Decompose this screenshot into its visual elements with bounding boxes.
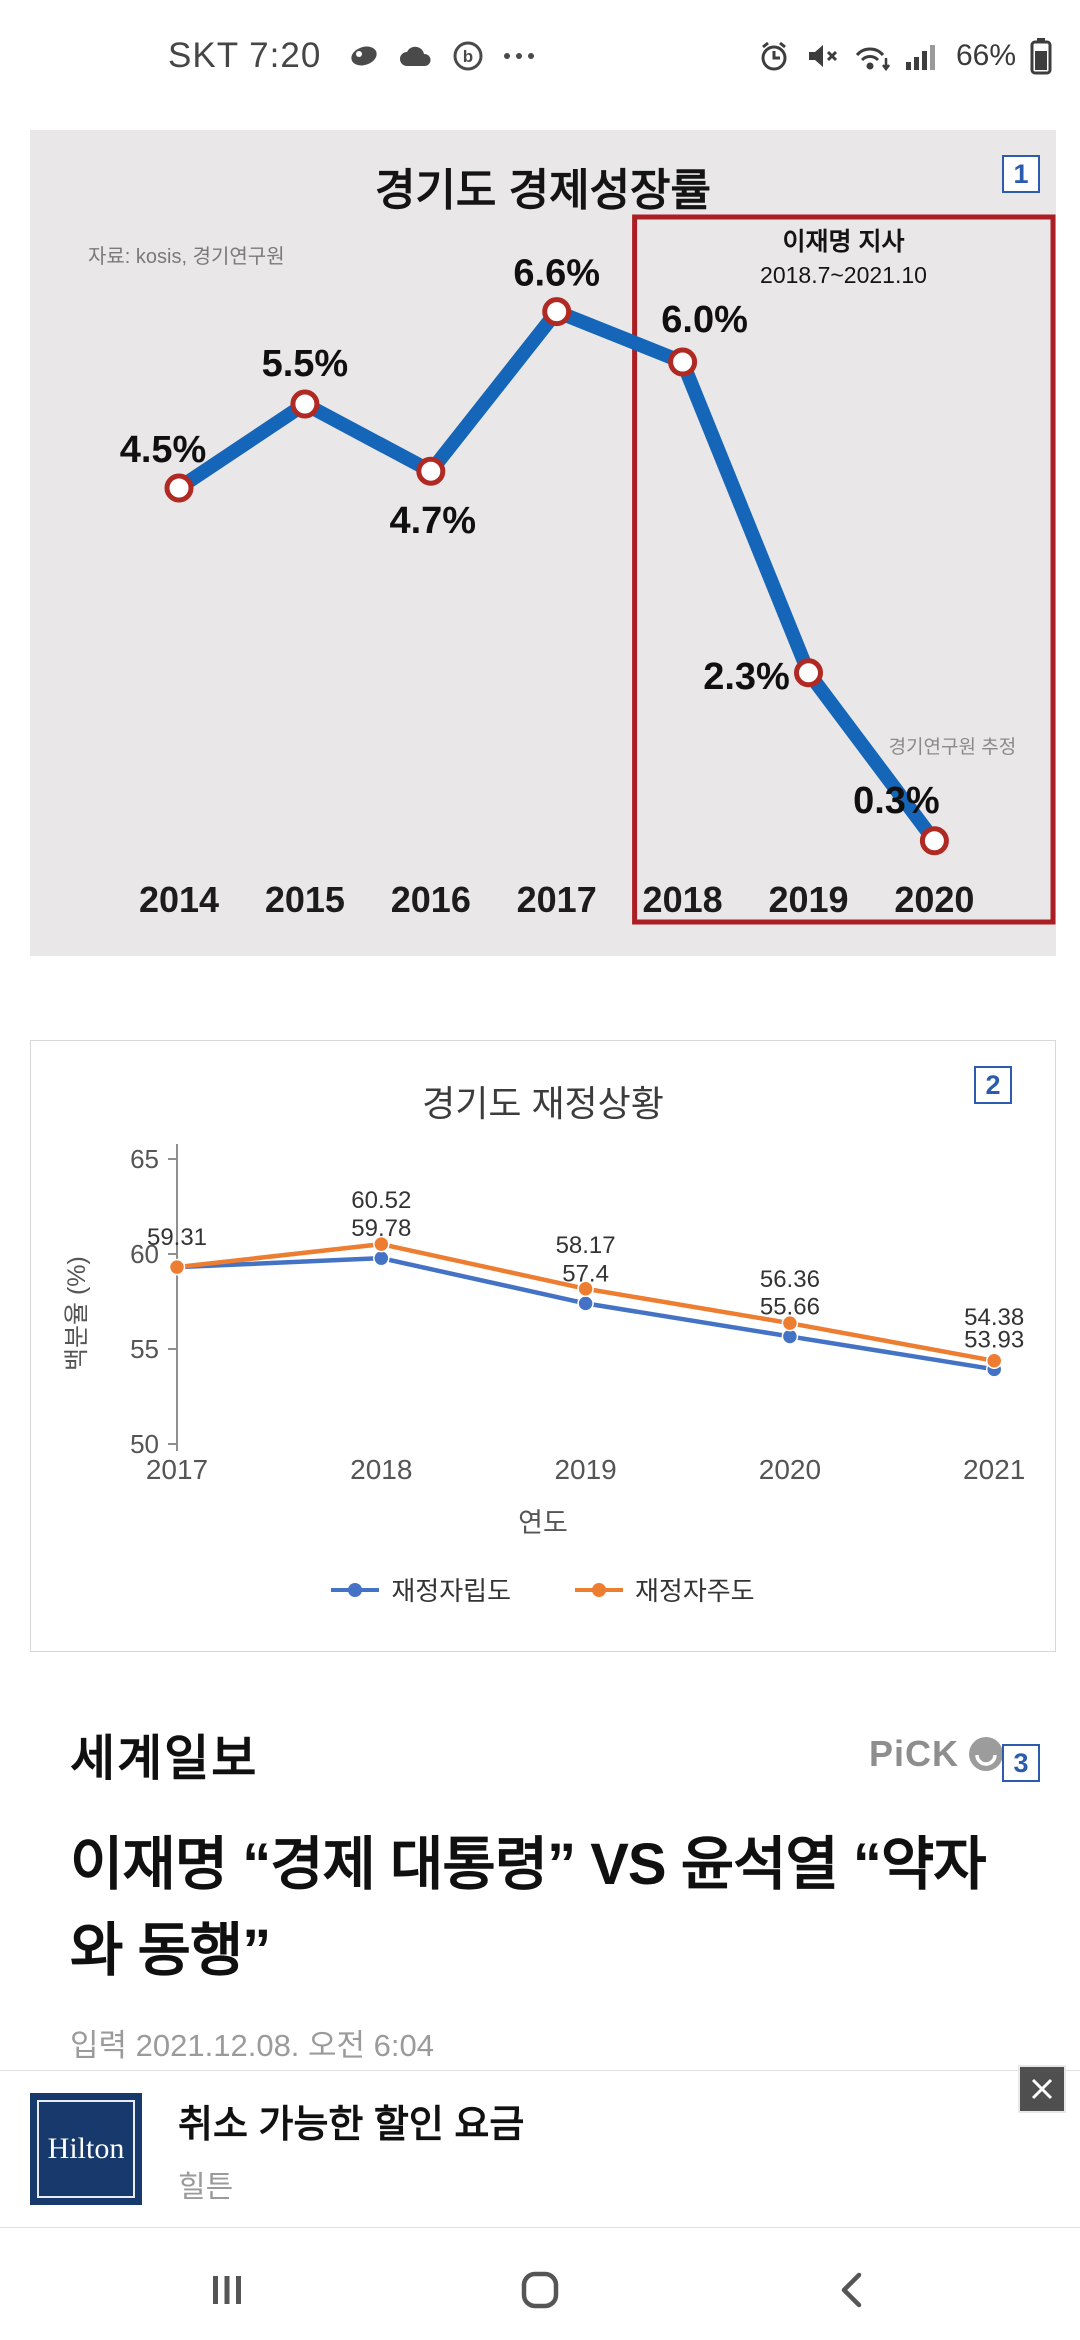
ad-banner[interactable]: Hilton 취소 가능한 할인 요금 힐튼 — [0, 2065, 1080, 2228]
svg-text:60: 60 — [130, 1239, 159, 1269]
svg-text:2017: 2017 — [146, 1454, 208, 1485]
signal-icon — [905, 45, 935, 70]
status-bar: SKT 7:20 b 66% — [0, 0, 1080, 112]
governor-term-label: 이재명 지사 2018.7~2021.10 — [634, 222, 1053, 289]
svg-text:59.31: 59.31 — [147, 1224, 207, 1251]
carrier-time-label: SKT 7:20 — [168, 36, 322, 75]
badge-icon — [351, 46, 377, 66]
svg-text:65: 65 — [130, 1144, 159, 1174]
svg-text:56.36: 56.36 — [760, 1266, 820, 1293]
svg-text:4.5%: 4.5% — [120, 429, 207, 471]
recents-button[interactable] — [205, 2268, 249, 2312]
annotation-badge-2: 2 — [974, 1066, 1012, 1104]
svg-text:6.0%: 6.0% — [661, 299, 748, 341]
svg-text:2020: 2020 — [759, 1454, 821, 1485]
growth-chart-title: 경기도 경제성장률 — [374, 166, 712, 215]
svg-text:55: 55 — [130, 1334, 159, 1364]
svg-text:53.93: 53.93 — [964, 1326, 1024, 1353]
svg-text:2014: 2014 — [139, 879, 219, 920]
annotation-badge-3: 3 — [1002, 1744, 1040, 1782]
close-icon — [1031, 2078, 1053, 2100]
svg-text:2021: 2021 — [963, 1454, 1025, 1485]
wifi-icon — [855, 47, 890, 72]
recents-icon — [213, 2276, 241, 2304]
svg-text:2018: 2018 — [350, 1454, 412, 1485]
system-status-icons: 66% — [756, 36, 1054, 76]
svg-text:4.7%: 4.7% — [389, 500, 476, 542]
alarm-icon — [761, 41, 787, 71]
ad-advertiser: 힐튼 — [178, 2170, 234, 2204]
svg-text:2017: 2017 — [517, 879, 597, 920]
fiscal-chart: 50 55 60 65 59.31 59.78 57.4 55.66 53.93 60.52 58.… — [30, 1040, 1056, 1652]
svg-text:54.38: 54.38 — [964, 1304, 1024, 1331]
svg-text:경기연구원 추정: 경기연구원 추정 — [889, 736, 1017, 758]
legend-label: 재정자립도 — [391, 1576, 511, 1606]
legend-label: 재정자주도 — [635, 1576, 755, 1606]
battery-percent-label: 66% — [955, 39, 1016, 72]
hilton-logo-text: Hilton — [47, 2132, 125, 2165]
cloud-icon — [400, 46, 431, 66]
back-button[interactable] — [831, 2268, 875, 2312]
svg-text:2018: 2018 — [643, 879, 723, 920]
svg-text:2020: 2020 — [894, 879, 974, 920]
article-headline[interactable]: 이재명 “경제 대통령” VS 윤석열 “약자와 동행” — [70, 1832, 987, 1983]
ad-title[interactable]: 취소 가능한 할인 요금 — [178, 2103, 525, 2146]
svg-text:b: b — [463, 47, 473, 66]
pick-logo-icon — [969, 1737, 1003, 1771]
close-ad-button[interactable] — [1018, 2065, 1066, 2113]
fiscal-chart-legend: 재정자립도 재정자주도 — [31, 1571, 1055, 1608]
back-icon — [841, 2272, 862, 2308]
home-button[interactable] — [518, 2268, 562, 2312]
ad-text: 취소 가능한 할인 요금 힐튼 — [178, 2093, 524, 2206]
governor-term-dates: 2018.7~2021.10 — [760, 262, 927, 288]
circle-b-icon: b — [453, 41, 483, 71]
fiscal-chart-ylabel: 백분율 (%) — [63, 1256, 91, 1371]
svg-text:2015: 2015 — [265, 879, 345, 920]
svg-text:2019: 2019 — [554, 1454, 616, 1485]
pick-label: PiCK — [868, 1733, 959, 1774]
growth-chart: 4.5% 5.5% 4.7% 6.6% 6.0% 2.3% 0.3% 2014 2015 2016… — [30, 130, 1056, 956]
svg-text:6.6%: 6.6% — [513, 253, 600, 295]
publisher-logo[interactable]: 세계일보 — [70, 1731, 259, 1786]
legend-item-jajudo: 재정자주도 — [575, 1571, 755, 1608]
svg-text:0.3%: 0.3% — [853, 780, 940, 822]
svg-text:60.52: 60.52 — [351, 1187, 411, 1214]
legend-line-icon — [331, 1582, 380, 1597]
home-icon — [521, 2271, 559, 2309]
article-posted-date: 입력 2021.12.08. 오전 6:04 — [70, 2027, 435, 2063]
mute-icon — [808, 45, 838, 67]
growth-chart-source: 자료: kosis, 경기연구원 — [88, 246, 285, 268]
governor-name-label: 이재명 지사 — [782, 228, 905, 256]
annotation-badge-1: 1 — [1002, 155, 1040, 193]
svg-text:2016: 2016 — [391, 879, 471, 920]
svg-text:2019: 2019 — [768, 879, 848, 920]
growth-chart-plot: 4.5% 5.5% 4.7% 6.6% 6.0% 2.3% 0.3% 2014 2015 2016… — [120, 214, 1056, 925]
svg-text:50: 50 — [130, 1429, 159, 1459]
more-notifications-icon — [504, 53, 535, 59]
notification-icons: b — [347, 39, 537, 73]
article-header: 세계일보 PiCK — [70, 1724, 1005, 1786]
fiscal-chart-xlabel: 연도 — [518, 1508, 568, 1538]
fiscal-chart-title: 경기도 재정상황 — [422, 1083, 664, 1124]
news-article: 세계일보 PiCK 이재명 “경제 대통령” VS 윤석열 “약자와 동행” 입… — [70, 1724, 1005, 2065]
battery-icon — [1030, 38, 1052, 75]
svg-text:5.5%: 5.5% — [262, 343, 349, 385]
hilton-logo: Hilton — [30, 2093, 142, 2205]
legend-item-jaripdo: 재정자립도 — [331, 1571, 511, 1608]
legend-line-icon — [575, 1582, 623, 1597]
svg-text:2.3%: 2.3% — [703, 656, 790, 698]
navigation-bar — [0, 2240, 1080, 2340]
svg-text:58.17: 58.17 — [556, 1232, 616, 1259]
